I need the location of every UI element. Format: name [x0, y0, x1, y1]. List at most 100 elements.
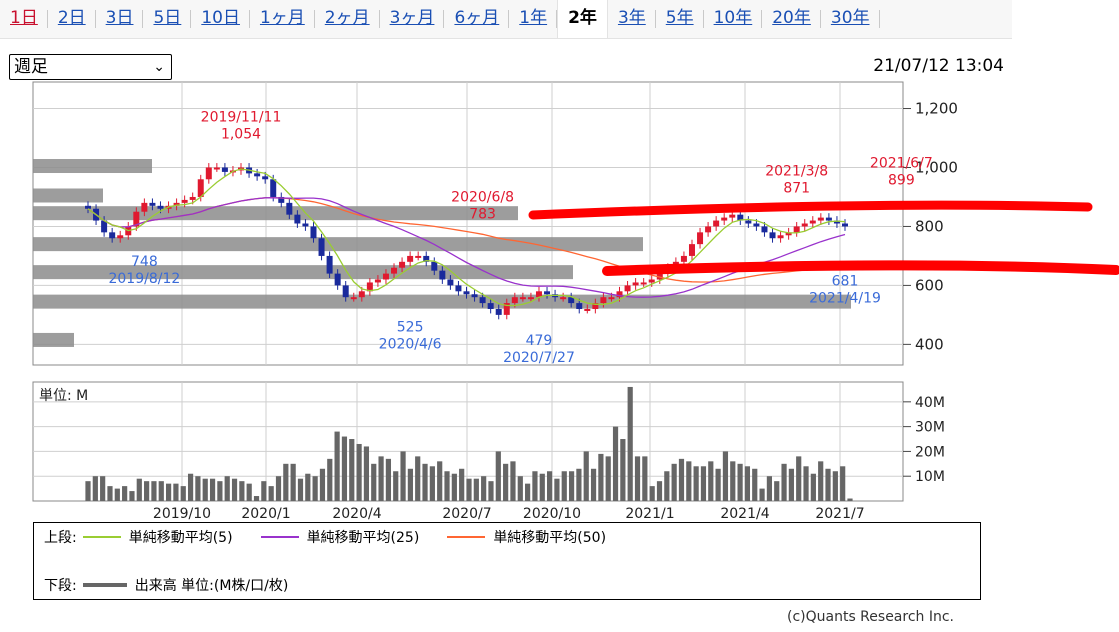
candle-body	[745, 220, 752, 224]
x-tick-label: 2020/10	[523, 506, 581, 520]
tab-13[interactable]: 10年	[704, 0, 763, 38]
volume-bar	[539, 473, 545, 501]
candle-body	[769, 232, 776, 239]
volume-bar	[678, 458, 685, 501]
price-plot-area	[32, 81, 904, 366]
volume-bar	[598, 453, 604, 501]
volume-bar	[752, 468, 758, 501]
candle-body	[270, 179, 277, 197]
volume-bar	[495, 451, 501, 501]
tab-11[interactable]: 3年	[608, 0, 656, 38]
candle-body	[286, 202, 293, 215]
interval-select[interactable]: 週足 ⌄	[9, 54, 172, 80]
candle-body	[761, 226, 768, 233]
tab-10[interactable]: 2年	[557, 0, 608, 38]
volume-bar	[209, 478, 216, 501]
candle-body	[326, 255, 333, 274]
chart-legend: 上段: 単純移動平均(5) 単純移動平均(25) 単純移動平均(50) 下段: …	[33, 522, 981, 600]
candle-body	[729, 214, 736, 218]
volume-bar	[546, 471, 553, 501]
volume-bar	[224, 476, 230, 501]
tab-2[interactable]: 3日	[96, 0, 144, 38]
tab-0[interactable]: 1日	[0, 0, 48, 38]
annotation-sublabel: 2020/7/27	[503, 350, 575, 366]
volume-bar	[312, 476, 318, 501]
candle-body	[817, 217, 824, 221]
candle-body	[391, 267, 398, 274]
candle-body	[310, 226, 317, 239]
tab-5[interactable]: 1ヶ月	[250, 0, 315, 38]
legend-item-sma25: 単純移動平均(25)	[255, 527, 419, 547]
candle-body	[109, 232, 116, 239]
volume-bar	[656, 481, 663, 501]
tab-14[interactable]: 20年	[762, 0, 821, 38]
volume-bar	[642, 456, 648, 501]
candle-body	[157, 205, 164, 209]
x-tick-label: 2021/1	[625, 506, 674, 520]
volume-bar	[532, 471, 538, 501]
candle-body	[825, 217, 832, 221]
y-tick-label: 600	[915, 276, 944, 294]
candle-body	[431, 261, 438, 271]
tab-8[interactable]: 6ヶ月	[444, 0, 510, 38]
volume-profile-bar	[33, 265, 573, 280]
volume-bar	[356, 443, 362, 501]
tab-9[interactable]: 1年	[509, 0, 557, 38]
candle-body	[793, 226, 800, 233]
sma5-line	[87, 168, 846, 307]
volume-bar	[473, 478, 479, 501]
volume-bar	[334, 431, 340, 501]
tab-6[interactable]: 2ヶ月	[315, 0, 380, 38]
candle-body	[415, 255, 422, 258]
candle-body	[374, 279, 381, 283]
volume-bar	[715, 468, 721, 501]
volume-bar	[693, 466, 699, 501]
tab-12[interactable]: 5年	[656, 0, 704, 38]
tab-1[interactable]: 2日	[48, 0, 96, 38]
candle-body	[842, 223, 848, 227]
candle-body	[471, 294, 478, 298]
annotation-label: 2021/3/8	[765, 164, 828, 180]
hand-drawn-support-line	[602, 260, 1119, 276]
candle-body	[439, 270, 446, 280]
volume-profile-bar	[33, 206, 518, 221]
volume-bar	[349, 439, 355, 501]
annotation-label: 748	[131, 254, 158, 270]
volume-bar	[158, 481, 164, 501]
tab-4[interactable]: 10日	[191, 0, 250, 38]
volume-tick-label: 20M	[915, 444, 945, 460]
candle-body	[366, 282, 373, 292]
candle-body	[640, 282, 647, 285]
candle-body	[705, 226, 712, 233]
volume-profile-bar	[33, 237, 643, 252]
candle-body	[342, 285, 349, 298]
volume-profile-bar	[33, 159, 152, 174]
candle-body	[648, 279, 655, 283]
tab-3[interactable]: 5日	[143, 0, 192, 38]
volume-bar	[708, 461, 714, 501]
interval-select-value: 週足	[14, 57, 48, 77]
volume-bar	[700, 466, 707, 501]
y-tick-label: 800	[915, 217, 944, 235]
volume-bar	[283, 463, 289, 501]
volume-bar	[268, 486, 274, 501]
candle-body	[302, 223, 309, 227]
volume-profile-bar	[33, 188, 103, 203]
tab-15[interactable]: 30年	[821, 0, 880, 38]
candle-body	[688, 244, 695, 256]
candle-body	[519, 297, 526, 300]
volume-bar	[180, 486, 186, 501]
volume-bar	[766, 476, 773, 501]
volume-bar	[327, 458, 333, 501]
volume-bar	[261, 481, 267, 501]
volume-bar	[85, 481, 91, 501]
candle-body	[592, 303, 599, 309]
candle-body	[600, 297, 607, 304]
legend-item-sma50: 単純移動平均(50)	[441, 527, 606, 547]
hand-drawn-annotations	[528, 200, 1119, 276]
volume-bar	[444, 471, 450, 501]
volume-bar	[686, 461, 692, 501]
volume-bar	[554, 478, 560, 501]
candle-body	[713, 220, 720, 227]
tab-7[interactable]: 3ヶ月	[380, 0, 445, 38]
